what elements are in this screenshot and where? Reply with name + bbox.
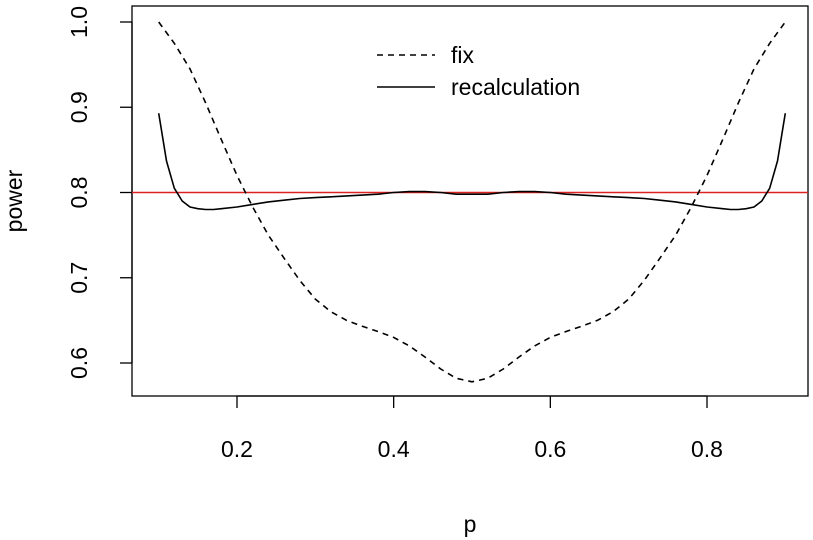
legend-label-recalculation: recalculation xyxy=(451,74,580,100)
x-axis: 0.2 0.4 0.6 0.8 xyxy=(221,395,723,462)
legend: fix recalculation xyxy=(377,42,580,100)
x-tick-label: 0.8 xyxy=(691,436,723,462)
x-tick-label: 0.6 xyxy=(534,436,566,462)
series-group xyxy=(157,21,787,383)
x-tick-label: 0.2 xyxy=(221,436,253,462)
x-tick-label: 0.4 xyxy=(378,436,410,462)
y-axis: 0.6 0.7 0.8 0.9 1.0 xyxy=(66,6,133,379)
y-tick-label: 0.8 xyxy=(66,177,92,209)
legend-label-fix: fix xyxy=(451,42,475,68)
y-tick-label: 0.7 xyxy=(66,262,92,294)
y-axis-title: power xyxy=(1,169,27,232)
y-tick-label: 0.6 xyxy=(66,347,92,379)
series-line-recalculation xyxy=(157,113,787,211)
y-tick-label: 1.0 xyxy=(66,6,92,38)
series-line-fix xyxy=(158,21,786,383)
y-tick-label: 0.9 xyxy=(66,91,92,123)
x-axis-title: p xyxy=(464,511,477,537)
